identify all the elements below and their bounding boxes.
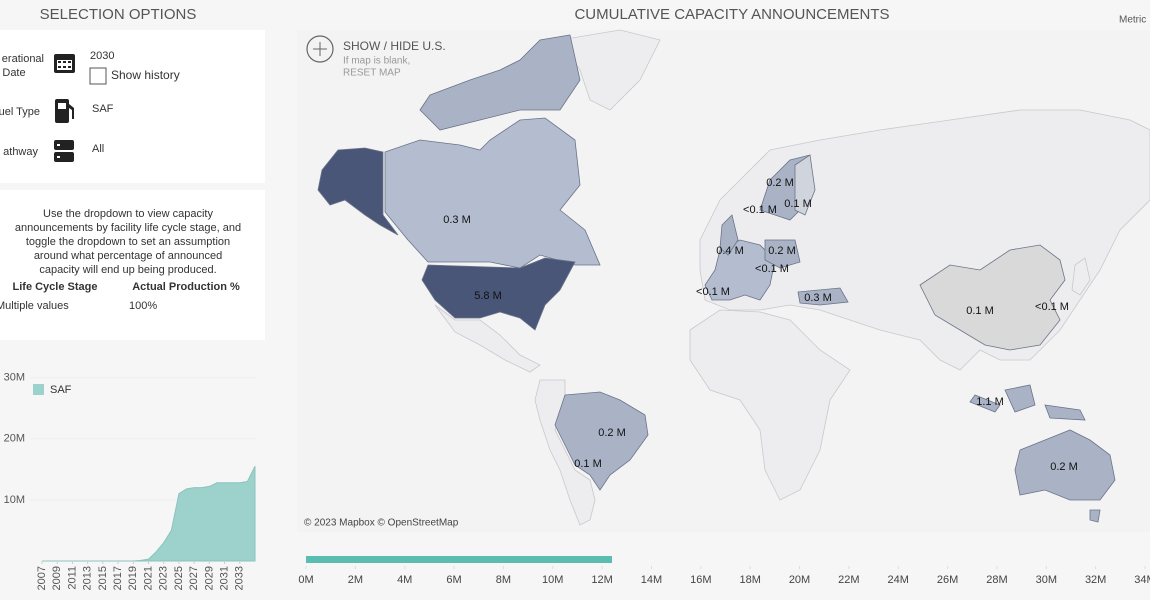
x-tick-label: 12M [591, 574, 612, 586]
note-card [0, 190, 265, 340]
filter-label: erational [2, 53, 44, 65]
map-title: CUMULATIVE CAPACITY ANNOUNCEMENTS [574, 6, 889, 23]
note-line: toggle the dropdown to set an assumption [26, 236, 230, 248]
dropdown-value[interactable]: 100% [129, 300, 157, 312]
x-tick-label: 28M [986, 574, 1007, 586]
map-control[interactable] [306, 35, 334, 63]
x-tick-label: 2007 [36, 566, 48, 590]
filter-card [0, 30, 265, 183]
map-label: 0.1 M [784, 198, 812, 210]
map-label: <0.1 M [755, 263, 789, 275]
filter-value[interactable]: 2030 [90, 50, 114, 62]
x-tick-label: 0M [298, 574, 313, 586]
x-tick-label: 2029 [203, 566, 215, 590]
metric-label[interactable]: Metric [1119, 15, 1146, 26]
y-tick-label: 10M [4, 494, 25, 506]
map-label: <0.1 M [696, 286, 730, 298]
calendar-icon [54, 54, 75, 73]
x-tick-label: 20M [789, 574, 810, 586]
note-line: capacity will end up being produced. [39, 264, 216, 276]
x-tick-label: 2031 [218, 566, 230, 590]
map-label: 0.2 M [766, 177, 794, 189]
x-tick-label: 2033 [234, 566, 246, 590]
reset-map[interactable]: RESET MAP [343, 68, 401, 79]
column-header: Life Cycle Stage [13, 281, 98, 293]
note-line: Use the dropdown to view capacity [43, 208, 213, 220]
legend-swatch [33, 384, 44, 395]
filter-label: uel Type [0, 106, 40, 118]
checkbox-label[interactable]: Show history [111, 68, 180, 82]
map-label: 0.2 M [768, 245, 796, 257]
x-tick-label: 8M [496, 574, 511, 586]
map-label: 1.1 M [976, 396, 1004, 408]
y-tick-label: 20M [4, 433, 25, 445]
map-attribution: © 2023 Mapbox © OpenStreetMap [304, 518, 459, 529]
legend-label: SAF [50, 384, 72, 396]
x-tick-label: 2025 [173, 566, 185, 590]
x-tick-label: 2011 [66, 566, 78, 590]
filter-label: athway [3, 146, 38, 158]
x-tick-label: 2009 [51, 566, 63, 590]
x-tick-label: 4M [397, 574, 412, 586]
map-label: 0.3 M [804, 292, 832, 304]
fuel-icon [55, 99, 74, 123]
x-tick-label: 2019 [127, 566, 139, 590]
x-tick-label: 2021 [142, 566, 154, 590]
x-tick-label: 2017 [112, 566, 124, 590]
note-text: Use the dropdown to view capacity announc… [15, 208, 241, 276]
x-tick-label: 22M [838, 574, 859, 586]
note-line: announcements by facility life cycle sta… [15, 222, 241, 234]
x-tick-label: 14M [641, 574, 662, 586]
x-tick-label: 34M [1134, 574, 1150, 586]
x-tick-label: 6M [446, 574, 461, 586]
filter-value[interactable]: SAF [92, 103, 114, 115]
x-tick-label: 2027 [188, 566, 200, 590]
map-label: 0.1 M [966, 305, 994, 317]
map-hint: If map is blank, [343, 56, 410, 67]
filter-label: Date [2, 67, 25, 79]
x-tick-label: 10M [542, 574, 563, 586]
map-label: 0.1 M [574, 458, 602, 470]
checkbox[interactable] [89, 67, 107, 85]
map-label: 0.4 M [716, 245, 744, 257]
map-label: <0.1 M [1035, 301, 1069, 313]
filter-value[interactable]: All [92, 143, 104, 155]
x-tick-label: 2015 [97, 566, 109, 590]
map-labels: 0.3 M 5.8 M 0.2 M 0.1 M <0.1 M 0.4 M 0.2… [443, 177, 1078, 473]
map-label: <0.1 M [743, 204, 777, 216]
map-label: 0.2 M [598, 427, 626, 439]
x-tick-label: 32M [1085, 574, 1106, 586]
map-regions[interactable] [317, 34, 1116, 523]
bar [306, 556, 612, 563]
note-line: around what percentage of announced [34, 250, 222, 262]
x-tick-label: 30M [1036, 574, 1057, 586]
map-label: 0.2 M [1050, 461, 1078, 473]
list-icon [54, 140, 74, 162]
x-tick-label: 26M [937, 574, 958, 586]
column-header: Actual Production % [132, 281, 240, 293]
x-tick-label: 16M [690, 574, 711, 586]
capacity-bar-chart: 0M 2M 4M 6M 8M 10M 12M 14M 16M 18M 20M 22M 24M 26M 28M… [298, 556, 1150, 586]
y-tick-label: 30M [4, 371, 25, 383]
map-label: 5.8 M [474, 290, 502, 302]
panel-title: SELECTION OPTIONS [40, 6, 197, 23]
x-tick-label: 2M [348, 574, 363, 586]
toggle-us[interactable]: SHOW / HIDE U.S. [343, 39, 446, 53]
x-tick-label: 2013 [82, 566, 94, 590]
x-tick-label: 2023 [158, 566, 170, 590]
x-tick-label: 18M [739, 574, 760, 586]
x-tick-label: 24M [888, 574, 909, 586]
area [42, 466, 256, 562]
map-label: 0.3 M [443, 214, 471, 226]
dropdown-value[interactable]: Multiple values [0, 300, 69, 312]
